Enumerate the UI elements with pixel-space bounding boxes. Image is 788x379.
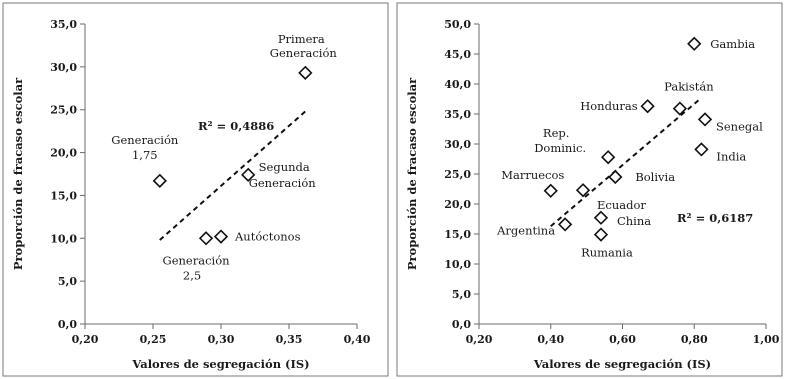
- right-point-label: Bolivia: [635, 170, 675, 184]
- left-y-tick-label: 5,0: [58, 275, 77, 288]
- right-data-point: [593, 210, 609, 225]
- right-data-point: [593, 227, 609, 242]
- right-point-label-line: Dominic.: [534, 141, 586, 155]
- right-y-tick-label: 10,0: [444, 258, 471, 271]
- right-y-tick-label: 30,0: [444, 138, 471, 151]
- left-y-tick-label: 25,0: [50, 104, 77, 117]
- right-y-tick-label: 15,0: [444, 228, 471, 241]
- right-data-point: [557, 217, 573, 232]
- right-x-tick-label: 1,00: [753, 333, 780, 346]
- left-point-label-line: Generación: [249, 176, 317, 190]
- left-point-label-line: Generación: [111, 133, 179, 147]
- left-x-axis-title: Valores de segregación (IS): [131, 357, 309, 371]
- left-y-tick-label: 20,0: [50, 147, 77, 160]
- left-point-label-line: Generación: [163, 253, 231, 267]
- right-x-axis-title: Valores de segregación (IS): [533, 357, 711, 371]
- right-y-tick-label: 25,0: [444, 168, 471, 181]
- right-data-point: [543, 183, 558, 198]
- right-point-label: Marruecos: [501, 168, 564, 182]
- left-point-label-line: Primera: [278, 32, 325, 46]
- right-data-point: [694, 142, 709, 157]
- right-data-point: [697, 112, 713, 127]
- right-y-axis-title: Proporción de fracaso escolar: [405, 77, 419, 270]
- left-point-label-line: Generación: [270, 46, 338, 60]
- left-x-tick-label: 0,40: [344, 333, 371, 346]
- right-r-squared-annotation: R² = 0,6187: [677, 211, 753, 225]
- right-data-point: [608, 169, 623, 185]
- left-x-tick-label: 0,20: [72, 333, 99, 346]
- left-data-point: [213, 229, 229, 244]
- left-data-point: [152, 173, 167, 188]
- right-point-label: Rumania: [581, 246, 633, 260]
- left-y-axis-title: Proporción de fracaso escolar: [11, 77, 25, 270]
- left-point-label: Generación 1,75: [111, 133, 179, 162]
- right-y-tick-label: 5,0: [452, 288, 471, 301]
- left-x-tick-label: 0,25: [140, 333, 167, 346]
- right-y-tick-label: 45,0: [444, 48, 471, 61]
- left-y-tick-label: 0,0: [58, 318, 77, 331]
- right-point-label: Rep. Dominic.: [534, 126, 586, 155]
- right-point-label-line: Rep.: [543, 126, 569, 140]
- right-y-tick-label: 20,0: [444, 198, 471, 211]
- chart-left-svg: 0,0 5,0 10,0 15,0 20,0 25,0 30,0 35,0 0,20 0,25 0,…: [2, 2, 389, 377]
- left-point-label: Segunda Generación: [249, 160, 317, 190]
- chart-left: 0,0 5,0 10,0 15,0 20,0 25,0 30,0 35,0 0,20 0,25 0,…: [2, 2, 389, 377]
- right-trendline: [550, 97, 703, 227]
- right-data-point: [601, 150, 616, 165]
- left-x-tick-label: 0,35: [276, 333, 303, 346]
- right-point-label: Ecuador: [597, 198, 646, 212]
- left-point-label-line: 2,5: [183, 268, 201, 282]
- right-point-label: Honduras: [580, 99, 637, 113]
- left-point-label-line: 1,75: [132, 148, 158, 162]
- left-chart-frame: [2, 2, 389, 377]
- right-chart-frame: [396, 2, 783, 377]
- left-data-point: [241, 167, 256, 182]
- chart-right-svg: 0,0 5,0 10,0 15,0 20,0 25,0 30,0 35,0 40,0 45,0 50…: [396, 2, 783, 377]
- right-data-point: [687, 36, 702, 51]
- left-point-label: Primera Generación: [270, 32, 338, 60]
- left-point-label: Autóctonos: [234, 230, 301, 244]
- right-x-tick-label: 0,40: [537, 333, 564, 346]
- right-x-tick-label: 0,20: [466, 333, 493, 346]
- right-y-tick-label: 40,0: [444, 78, 471, 91]
- right-y-tick-label: 0,0: [452, 318, 471, 331]
- right-point-label: Argentina: [496, 223, 555, 237]
- right-y-tick-label: 50,0: [444, 18, 471, 31]
- right-point-label: Senegal: [716, 119, 763, 133]
- right-point-label: India: [716, 149, 746, 163]
- right-point-label: China: [617, 214, 651, 228]
- right-point-label: Gambia: [710, 37, 755, 51]
- left-y-tick-label: 15,0: [50, 189, 77, 202]
- left-y-tick-label: 35,0: [50, 18, 77, 31]
- chart-right: 0,0 5,0 10,0 15,0 20,0 25,0 30,0 35,0 40,0 45,0 50…: [394, 0, 788, 379]
- left-point-label: Generación 2,5: [163, 253, 231, 282]
- right-data-point: [575, 183, 591, 198]
- right-x-tick-label: 0,80: [681, 333, 708, 346]
- left-data-point: [298, 65, 313, 80]
- right-x-tick-label: 0,60: [609, 333, 636, 346]
- left-y-tick-label: 30,0: [50, 61, 77, 74]
- right-y-tick-label: 35,0: [444, 108, 471, 121]
- right-data-point: [640, 99, 655, 114]
- left-y-tick-label: 10,0: [50, 232, 77, 245]
- left-data-point: [198, 231, 214, 246]
- left-r-squared-annotation: R² = 0,4886: [198, 119, 274, 133]
- right-point-label: Pakistán: [664, 80, 714, 94]
- left-x-tick-label: 0,30: [208, 333, 235, 346]
- right-data-point: [672, 101, 688, 116]
- left-point-label-line: Segunda: [259, 160, 310, 174]
